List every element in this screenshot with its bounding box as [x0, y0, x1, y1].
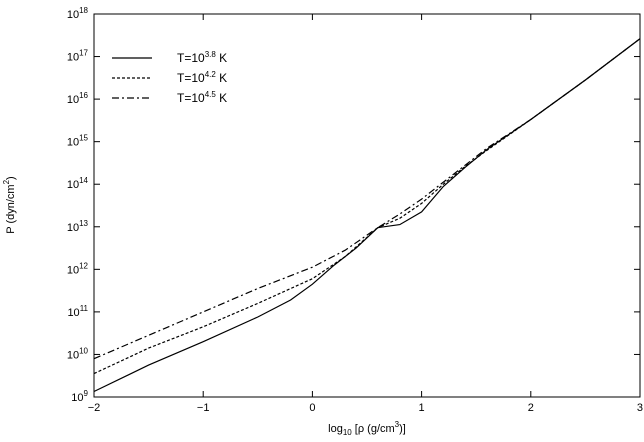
- tick-labels: −2 −1 0 1 2 3 109 1010 1011 1012 1013 1014 1015 1016 1…: [67, 6, 643, 414]
- x-tick-label: −1: [197, 402, 210, 414]
- series-line-2: [93, 38, 641, 375]
- y-tick-label: 1018: [67, 6, 89, 21]
- legend-label-2: T=104.2 K: [177, 70, 227, 85]
- y-tick-label: 1016: [67, 91, 89, 106]
- legend: T=103.8 K T=104.2 K T=104.5 K: [112, 50, 227, 105]
- x-axis-label-sub: 10: [343, 428, 352, 437]
- x-axis-label-sup: 3: [395, 420, 400, 429]
- legend-label-3: T=104.5 K: [177, 90, 227, 105]
- y-axis-label: P (dyn/cm2): [2, 176, 17, 233]
- x-tick-label: 2: [528, 402, 534, 414]
- x-axis-label-mid: [ρ (g/cm: [352, 423, 395, 435]
- y-axis-label-post: ): [5, 176, 17, 180]
- y-tick-label: 109: [71, 389, 88, 404]
- y-tick-label: 1010: [67, 346, 89, 361]
- x-axis-label: log10 [ρ (g/cm3)]: [328, 420, 406, 437]
- x-axis-label-pre: log: [328, 423, 343, 435]
- x-tick-label: 0: [309, 402, 315, 414]
- series-lines: [93, 38, 641, 393]
- y-tick-label: 1013: [67, 219, 89, 234]
- x-tick-label: −2: [88, 402, 101, 414]
- series-line-1: [93, 38, 641, 393]
- series-line-3: [93, 38, 641, 360]
- y-tick-label: 1017: [67, 49, 89, 64]
- y-tick-label: 1011: [67, 304, 88, 319]
- axis-ticks: [93, 13, 641, 398]
- legend-label-1: T=103.8 K: [177, 50, 227, 65]
- y-tick-label: 1014: [67, 176, 89, 191]
- y-tick-label: 1015: [67, 134, 89, 149]
- x-tick-label: 3: [637, 402, 643, 414]
- y-axis-label-pre: P (dyn/cm: [5, 184, 17, 233]
- y-tick-label: 1012: [67, 261, 89, 276]
- y-axis-label-sup: 2: [2, 179, 11, 184]
- plot-frame: [93, 13, 641, 398]
- x-tick-label: 1: [419, 402, 425, 414]
- x-axis-label-post: )]: [399, 423, 406, 435]
